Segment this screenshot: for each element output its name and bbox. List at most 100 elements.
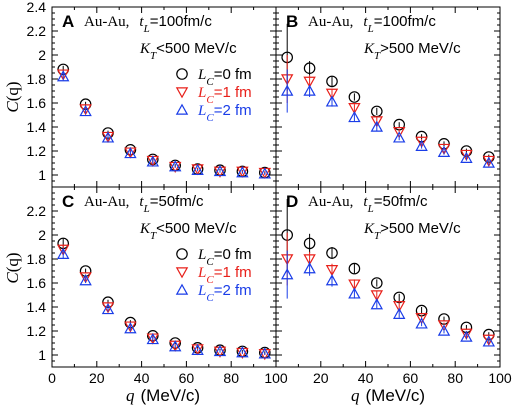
data-point bbox=[303, 262, 316, 274]
data-point bbox=[146, 332, 160, 345]
data-point bbox=[392, 301, 406, 313]
data-point bbox=[392, 307, 406, 319]
data-point bbox=[415, 317, 428, 329]
series-2 bbox=[280, 250, 496, 347]
x-tick-label: 60 bbox=[403, 370, 419, 386]
panel-frame bbox=[275, 186, 501, 368]
data-point bbox=[326, 75, 338, 88]
data-point bbox=[325, 88, 339, 100]
data-point bbox=[482, 334, 496, 346]
data-point bbox=[325, 95, 339, 107]
data-point bbox=[191, 163, 204, 175]
x-tick-label: 80 bbox=[447, 370, 463, 386]
data-point bbox=[370, 277, 383, 289]
x-tick-label: 20 bbox=[313, 370, 329, 386]
data-point bbox=[56, 70, 70, 82]
data-point bbox=[437, 145, 451, 157]
panel-B: B Au-Au, tL=100fm/c KT>500 MeV/c bbox=[275, 6, 501, 188]
data-point bbox=[348, 287, 361, 299]
data-point bbox=[370, 120, 384, 132]
panel-condition-kt: KT<500 MeV/c bbox=[139, 220, 237, 242]
data-point bbox=[79, 104, 92, 117]
legend-label: LC=1 fm bbox=[197, 264, 252, 286]
data-point bbox=[415, 313, 428, 325]
x-tick-label: 60 bbox=[179, 370, 195, 386]
data-point bbox=[460, 151, 473, 163]
data-point bbox=[348, 262, 361, 275]
panel-condition-kt: KT>500 MeV/c bbox=[363, 40, 461, 62]
data-point bbox=[236, 166, 249, 178]
x-tick-label: 100 bbox=[488, 370, 512, 386]
x-axis-label-right: q (MeV/c) bbox=[351, 386, 425, 405]
data-point bbox=[392, 131, 406, 143]
x-tick-label: 40 bbox=[134, 370, 150, 386]
panels: 1 1.2 1.4 1.6 1.8 2 2.2 2.4 A Au-Au, tL=100fm/c KT<… bbox=[27, 0, 512, 386]
y-tick-label: 1.8 bbox=[27, 251, 47, 267]
data-point bbox=[460, 328, 473, 340]
data-point bbox=[460, 330, 473, 342]
data-point bbox=[370, 298, 384, 310]
series-2 bbox=[56, 247, 272, 359]
data-point bbox=[437, 143, 451, 156]
panel-condition-tl: Au-Au, tL=100fm/c bbox=[308, 13, 436, 35]
data-point bbox=[79, 272, 92, 284]
series-2 bbox=[56, 70, 272, 179]
data-point bbox=[303, 76, 316, 88]
data-point bbox=[124, 322, 137, 334]
data-point bbox=[437, 320, 451, 332]
y-tick-label: 2.2 bbox=[27, 203, 47, 219]
x-tick-label: 20 bbox=[89, 370, 105, 386]
data-point bbox=[370, 116, 384, 128]
y-tick-label: 1.2 bbox=[27, 323, 47, 339]
y-tick-label: 1 bbox=[38, 347, 46, 363]
data-point bbox=[236, 346, 249, 358]
y-axis-label-top: C(q) bbox=[3, 81, 22, 112]
legend-marker bbox=[176, 248, 188, 260]
data-point bbox=[56, 247, 70, 259]
data-point bbox=[303, 84, 316, 96]
y-tick-label: 1.6 bbox=[27, 275, 47, 291]
data-point bbox=[303, 237, 316, 250]
legend-label: LC=0 fm bbox=[197, 66, 252, 88]
data-point bbox=[415, 136, 428, 148]
data-point bbox=[348, 91, 361, 103]
y-tick-label: 1.4 bbox=[27, 119, 47, 135]
data-point bbox=[460, 149, 473, 162]
legend-label: LC=2 fm bbox=[197, 282, 252, 304]
series-2 bbox=[280, 69, 496, 168]
legend-marker bbox=[175, 87, 189, 99]
panel-condition-tl: Au-Au, tL=50fm/c bbox=[308, 193, 428, 215]
panel-condition-kt: KT<500 MeV/c bbox=[139, 40, 237, 62]
series-1 bbox=[280, 232, 496, 346]
data-point bbox=[303, 62, 316, 74]
x-tick-label: 100 bbox=[264, 370, 288, 386]
panel-letter: D bbox=[286, 192, 298, 211]
data-point bbox=[326, 247, 338, 259]
panel-C: 1 1.2 1.4 1.6 1.8 2 2.2 0 20 40 60 80 100 C Au-Au, tL=5… bbox=[27, 186, 288, 386]
panel-D: 20 40 60 80 100 D Au-Au, tL=50fm/c KT>500 MeV/c bbox=[275, 186, 512, 386]
svg-text:C(q): C(q) bbox=[3, 81, 22, 112]
data-point bbox=[169, 337, 181, 349]
panel-A: 1 1.2 1.4 1.6 1.8 2 2.2 2.4 A Au-Au, tL=100fm/c KT<… bbox=[27, 0, 277, 188]
data-point bbox=[415, 139, 428, 151]
data-point bbox=[101, 302, 115, 314]
data-point bbox=[79, 104, 92, 116]
data-point bbox=[437, 324, 451, 336]
legend-marker bbox=[175, 267, 189, 279]
data-point bbox=[56, 69, 70, 81]
y-axis-label-bottom: C(q) bbox=[3, 252, 22, 283]
data-point bbox=[258, 167, 272, 179]
data-point bbox=[124, 146, 137, 159]
svg-text:C(q): C(q) bbox=[3, 252, 22, 283]
data-point bbox=[303, 254, 316, 266]
data-point bbox=[168, 340, 182, 352]
panel-condition-kt: KT>500 MeV/c bbox=[363, 220, 461, 242]
panel-letter: A bbox=[62, 12, 74, 31]
data-point bbox=[482, 156, 496, 168]
data-point bbox=[348, 279, 361, 291]
data-point bbox=[56, 244, 70, 256]
data-point bbox=[280, 84, 294, 96]
